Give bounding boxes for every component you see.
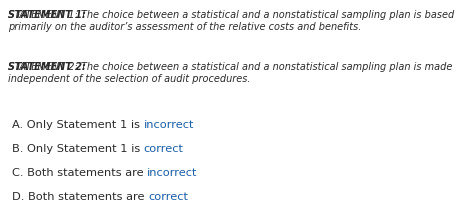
Text: D. Both statements are: D. Both statements are — [12, 192, 148, 202]
Text: correct: correct — [148, 192, 188, 202]
Text: STATEMENT 1: The choice between a statistical and a nonstatistical sampling plan: STATEMENT 1: The choice between a statis… — [8, 10, 454, 32]
Text: incorrect: incorrect — [144, 120, 194, 130]
Text: STATEMENT 2: The choice between a statistical and a nonstatistical sampling plan: STATEMENT 2: The choice between a statis… — [8, 62, 452, 84]
Text: A. Only Statement 1 is: A. Only Statement 1 is — [12, 120, 144, 130]
Text: STATEMENT 2:: STATEMENT 2: — [8, 62, 89, 72]
Text: B. Only Statement 1 is: B. Only Statement 1 is — [12, 144, 144, 154]
Text: incorrect: incorrect — [147, 168, 198, 178]
Text: STATEMENT 1:: STATEMENT 1: — [8, 10, 89, 20]
Text: C. Both statements are: C. Both statements are — [12, 168, 147, 178]
Text: correct: correct — [144, 144, 184, 154]
